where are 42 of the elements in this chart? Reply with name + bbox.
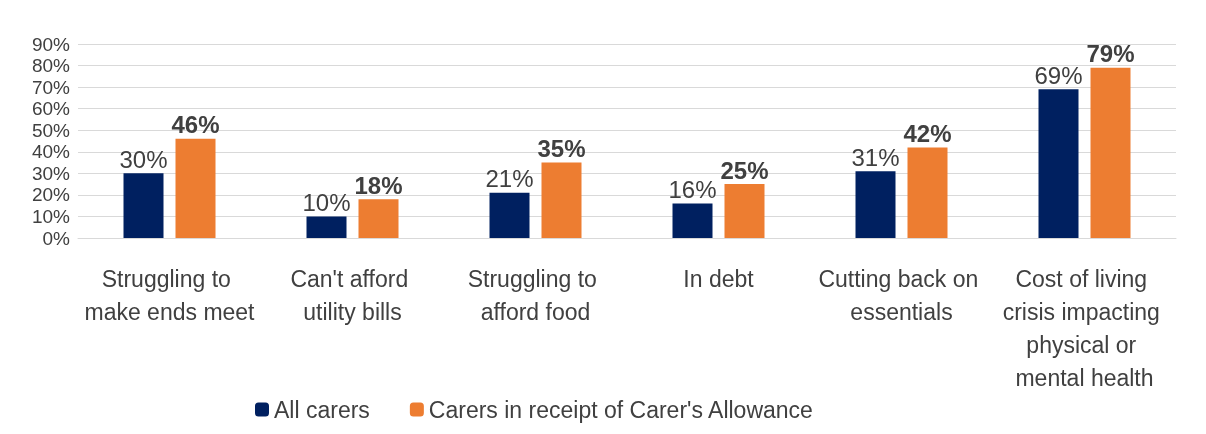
legend-label: Carers in receipt of Carer's Allowance xyxy=(428,396,813,423)
data-label: 79% xyxy=(1086,40,1135,68)
bar xyxy=(123,173,164,238)
bar xyxy=(724,184,765,238)
y-tick-label: 60% xyxy=(31,98,71,120)
data-label: 69% xyxy=(1034,61,1083,89)
data-label: 18% xyxy=(354,171,403,199)
bar xyxy=(306,216,347,238)
y-tick-label: 80% xyxy=(31,55,71,77)
x-tick-label: Cutting back on essentials xyxy=(818,265,985,325)
data-label: 31% xyxy=(851,143,900,171)
x-tick-label: Cost of living crisis impacting physical or mental health xyxy=(1002,265,1167,391)
data-label: 35% xyxy=(537,135,586,163)
bar xyxy=(907,147,948,238)
data-label: 16% xyxy=(668,176,717,204)
bar xyxy=(175,138,216,238)
bar xyxy=(855,171,896,238)
bar xyxy=(358,199,399,238)
bar xyxy=(541,162,582,238)
bar xyxy=(1038,89,1079,238)
data-label: 10% xyxy=(302,188,351,216)
y-tick-label: 10% xyxy=(31,205,71,227)
x-tick-label: In debt xyxy=(683,265,755,292)
x-tick-label: Can't afford utility bills xyxy=(290,265,415,325)
bar xyxy=(1090,67,1131,238)
y-tick-label: 30% xyxy=(31,162,71,184)
x-tick-label: Struggling to make ends meet xyxy=(84,265,256,325)
y-tick-label: 0% xyxy=(42,227,71,249)
bar xyxy=(489,192,530,238)
y-tick-label: 20% xyxy=(31,184,71,206)
y-tick-label: 90% xyxy=(31,33,71,55)
data-label: 21% xyxy=(485,165,534,193)
data-label: 25% xyxy=(720,156,769,184)
y-tick-label: 70% xyxy=(31,76,71,98)
legend-label: All carers xyxy=(274,396,370,423)
y-tick-label: 50% xyxy=(31,119,71,141)
y-tick-label: 40% xyxy=(31,141,71,163)
data-label: 42% xyxy=(903,119,952,147)
x-tick-label: Struggling to afford food xyxy=(467,265,604,325)
data-label: 46% xyxy=(171,111,220,139)
bar xyxy=(672,203,713,238)
data-label: 30% xyxy=(119,145,168,173)
